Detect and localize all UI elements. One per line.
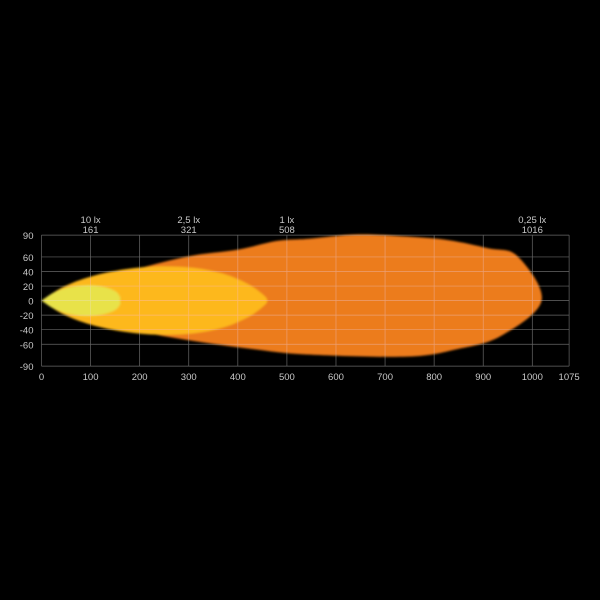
svg-text:90: 90	[23, 231, 34, 242]
svg-text:600: 600	[328, 372, 344, 383]
svg-text:400: 400	[230, 372, 246, 383]
svg-text:800: 800	[426, 372, 442, 383]
svg-text:-90: -90	[20, 362, 34, 373]
svg-text:500: 500	[279, 372, 295, 383]
svg-text:0: 0	[28, 297, 33, 308]
svg-text:508: 508	[279, 225, 295, 236]
svg-text:1000: 1000	[522, 372, 543, 383]
svg-text:300: 300	[181, 372, 197, 383]
svg-text:700: 700	[377, 372, 393, 383]
svg-text:200: 200	[132, 372, 148, 383]
svg-text:20: 20	[23, 282, 34, 293]
svg-text:1075: 1075	[559, 372, 580, 383]
svg-text:0: 0	[39, 372, 44, 383]
svg-text:-40: -40	[20, 326, 34, 337]
svg-text:-60: -60	[20, 340, 34, 351]
svg-text:321: 321	[181, 225, 197, 236]
svg-text:40: 40	[23, 267, 34, 278]
svg-text:100: 100	[83, 372, 99, 383]
svg-text:60: 60	[23, 253, 34, 264]
svg-text:900: 900	[475, 372, 491, 383]
svg-text:161: 161	[83, 225, 99, 236]
svg-text:-20: -20	[20, 311, 34, 322]
svg-text:1016: 1016	[522, 225, 543, 236]
